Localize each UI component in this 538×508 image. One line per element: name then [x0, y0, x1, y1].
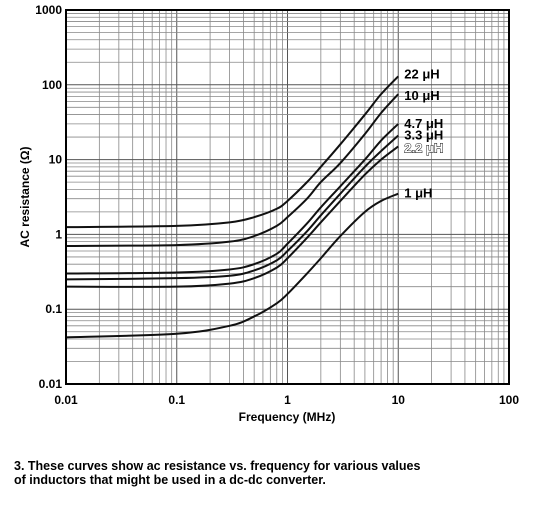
y-tick-label: 1000 [35, 3, 62, 17]
series-labels: 22 μH 10 μH 4.7 μH3.3 μH2.2 μH 1 μH [404, 66, 444, 201]
plot-frame [65, 9, 510, 385]
series-label: 2.2 μH [404, 140, 443, 155]
series-label: 22 μH [404, 66, 439, 81]
y-tick-label: 1 [55, 227, 62, 241]
x-tick-label: 10 [392, 393, 406, 407]
series-line [65, 134, 399, 281]
series-label: 10 μH [404, 88, 439, 103]
x-tick-label: 0.01 [54, 393, 78, 407]
grid [65, 10, 509, 385]
series-label: 1 μH [404, 186, 432, 201]
x-tick-label: 1 [284, 393, 291, 407]
series-line [65, 145, 399, 288]
y-tick-label: 0.01 [39, 377, 63, 391]
caption-line-1: 3. These curves show ac resistance vs. f… [14, 459, 421, 473]
series-line [65, 192, 399, 339]
series-lines [65, 75, 399, 339]
caption-line-2: of inductors that might be used in a dc-… [14, 473, 326, 487]
series-line [65, 123, 399, 275]
x-tick-label: 100 [499, 393, 519, 407]
y-axis-title: AC resistance (Ω) [18, 147, 32, 248]
chart: 22 μH 10 μH 4.7 μH3.3 μH2.2 μH 1 μH 0.01 0.1… [18, 3, 519, 424]
series-label: 3.3 μH [404, 127, 443, 142]
y-tick-label: 0.1 [45, 302, 62, 316]
series-line [65, 75, 399, 229]
y-tick-label: 100 [42, 78, 62, 92]
x-tick-label: 0.1 [168, 393, 185, 407]
x-tick-labels: 0.01 0.1 1 10 100 [54, 393, 519, 407]
series-label: 4.7 μH [404, 116, 443, 131]
figure-caption: 3. These curves show ac resistance vs. f… [14, 459, 524, 487]
y-tick-label: 10 [49, 153, 63, 167]
x-axis-title: Frequency (MHz) [239, 410, 336, 424]
series-line [65, 93, 399, 247]
y-tick-labels: 0.01 0.1 1 10 100 1000 [35, 3, 62, 391]
